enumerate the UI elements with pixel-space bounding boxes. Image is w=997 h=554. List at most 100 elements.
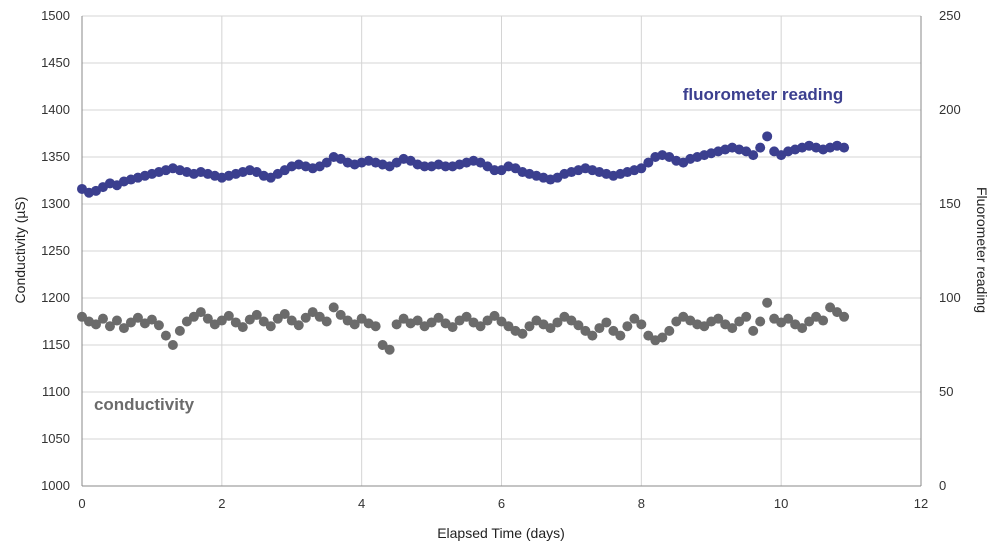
conductivity-point	[671, 316, 682, 327]
conductivity-point	[377, 340, 388, 350]
conductivity-point	[748, 325, 759, 336]
fluorometer-point	[748, 150, 759, 161]
y-tick-label: 1400	[41, 102, 70, 117]
conductivity-point	[517, 328, 528, 339]
conductivity-point	[482, 315, 493, 326]
conductivity-point	[146, 314, 157, 325]
fluorometer-point	[419, 161, 430, 172]
conductivity-point	[447, 322, 458, 333]
x-tick-label: 10	[774, 496, 788, 511]
conductivity-point	[566, 315, 577, 326]
y-axis-title-right: Fluorometer reading	[974, 187, 990, 313]
y2-tick-label: 150	[939, 196, 961, 211]
conductivity-point	[643, 330, 654, 341]
conductivity-point	[125, 317, 136, 328]
conductivity-point	[552, 317, 563, 328]
fluorometer-point	[839, 142, 850, 153]
axes	[81, 16, 922, 487]
conductivity-point	[77, 311, 87, 322]
tick-labels: 1000105011001150120012501300135014001450…	[41, 8, 961, 511]
conductivity-point	[573, 320, 584, 331]
x-tick-label: 6	[498, 496, 505, 511]
conductivity-point	[300, 312, 311, 323]
conductivity-point	[104, 321, 115, 332]
conductivity-point	[153, 320, 164, 331]
fluorometer-point	[643, 157, 654, 168]
fluorometer-point	[489, 165, 500, 176]
conductivity-point	[412, 315, 423, 326]
conductivity-point	[503, 321, 514, 332]
x-tick-label: 4	[358, 496, 365, 511]
conductivity-point	[804, 316, 815, 327]
conductivity-point	[230, 317, 241, 328]
conductivity-point	[762, 297, 773, 308]
conductivity-point	[475, 321, 486, 332]
conductivity-point	[391, 319, 402, 330]
y-tick-label: 1100	[42, 384, 70, 399]
conductivity-point	[615, 330, 626, 341]
x-tick-label: 8	[638, 496, 645, 511]
conductivity-point	[118, 323, 129, 334]
conductivity-point	[286, 315, 297, 326]
conductivity-point	[825, 302, 836, 313]
y-tick-label: 1300	[41, 196, 70, 211]
fluorometer-point	[321, 157, 332, 168]
conductivity-point	[384, 344, 395, 355]
conductivity-point	[97, 313, 108, 324]
conductivity-point	[433, 312, 444, 323]
y2-tick-label: 100	[939, 290, 961, 305]
conductivity-point	[783, 313, 794, 324]
conductivity-point	[272, 313, 283, 324]
y2-tick-label: 50	[939, 384, 953, 399]
conductivity-point	[321, 316, 332, 327]
conductivity-point	[188, 311, 199, 322]
y-axis-title-left: Conductivity (µS)	[12, 197, 28, 304]
y-tick-label: 1150	[42, 337, 70, 352]
y2-tick-label: 250	[939, 8, 961, 23]
x-tick-label: 12	[914, 496, 928, 511]
conductivity-point	[160, 330, 171, 341]
conductivity-point	[293, 320, 304, 331]
conductivity-point	[734, 316, 745, 327]
conductivity-series-label: conductivity	[94, 395, 195, 414]
y2-tick-label: 200	[939, 102, 961, 117]
conductivity-point	[195, 307, 206, 318]
conductivity-point	[426, 317, 437, 328]
conductivity-point	[636, 319, 647, 330]
conductivity-point	[132, 312, 143, 323]
conductivity-point	[202, 313, 213, 324]
conductivity-point	[349, 319, 360, 330]
conductivity-point	[818, 315, 829, 326]
conductivity-point	[699, 321, 710, 332]
conductivity-point	[244, 314, 255, 325]
conductivity-point	[314, 311, 325, 322]
conductivity-point	[489, 310, 500, 321]
fluorometer-point	[440, 161, 451, 172]
conductivity-point	[524, 321, 535, 332]
conductivity-point	[755, 316, 766, 327]
data-points	[77, 131, 850, 355]
conductivity-point	[167, 340, 178, 350]
conductivity-point	[727, 323, 738, 334]
conductivity-point	[356, 313, 367, 324]
conductivity-point	[580, 325, 591, 336]
conductivity-point	[664, 325, 675, 336]
y-tick-label: 1000	[41, 478, 70, 493]
conductivity-point	[174, 325, 185, 336]
x-axis-title: Elapsed Time (days)	[437, 525, 565, 541]
conductivity-point	[398, 313, 409, 324]
conductivity-point	[545, 323, 556, 334]
conductivity-point	[223, 310, 234, 321]
y-tick-label: 1050	[41, 431, 70, 446]
y2-tick-label: 0	[939, 478, 946, 493]
y-tick-label: 1200	[41, 290, 70, 305]
conductivity-point	[461, 311, 472, 322]
conductivity-point	[496, 316, 507, 327]
conductivity-point	[608, 325, 619, 336]
conductivity-point	[839, 311, 850, 322]
conductivity-point	[594, 323, 605, 334]
conductivity-point	[111, 315, 122, 326]
fluorometer-point	[755, 142, 766, 153]
conductivity-point	[657, 332, 668, 343]
